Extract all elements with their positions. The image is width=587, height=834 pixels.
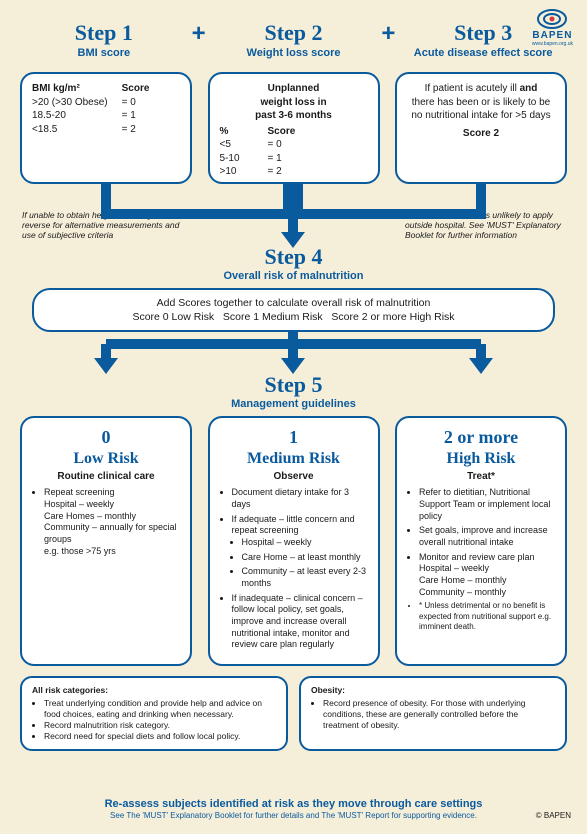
bottom-notes-row: All risk categories: Treat underlying co… (20, 676, 567, 751)
step3-card: If patient is acutely ill and there has … (395, 72, 567, 184)
steps-boxes-row: BMI kg/m²Score >20 (>30 Obese)= 0 18.5-2… (20, 72, 567, 184)
high-risk-bullets: Refer to dietitian, Nutritional Support … (407, 487, 555, 632)
all-risk-card: All risk categories: Treat underlying co… (20, 676, 288, 751)
step1-header: Step 1 BMI score (20, 20, 188, 59)
bmi-score-table: BMI kg/m²Score >20 (>30 Obese)= 0 18.5-2… (32, 82, 153, 136)
weightloss-score-table: %Score <5= 0 5-10= 1 >10= 2 (220, 125, 300, 179)
low-risk-card: 0 Low Risk Routine clinical care Repeat … (20, 416, 192, 666)
step1-card: BMI kg/m²Score >20 (>30 Obese)= 0 18.5-2… (20, 72, 192, 184)
step4-card: Add Scores together to calculate overall… (32, 288, 555, 332)
step3-header: Step 3 Acute disease effect score (399, 20, 567, 59)
copyright: © BAPEN (536, 811, 571, 820)
step5-header: Step 5 Management guidelines (0, 372, 587, 410)
obesity-card: Obesity: Record presence of obesity. For… (299, 676, 567, 751)
note-right: Acute disease effect is unlikely to appl… (405, 210, 565, 241)
plus-icon: + (377, 20, 399, 48)
step2-card: Unplanned weight loss in past 3-6 months… (208, 72, 380, 184)
low-risk-bullets: Repeat screeningHospital – weeklyCare Ho… (32, 487, 180, 557)
note-left: If unable to obtain height and weight, s… (22, 210, 182, 241)
guidelines-row: 0 Low Risk Routine clinical care Repeat … (20, 416, 567, 666)
high-risk-card: 2 or more High Risk Treat* Refer to diet… (395, 416, 567, 666)
plus-icon: + (188, 20, 210, 48)
medium-risk-card: 1 Medium Risk Observe Document dietary i… (208, 416, 380, 666)
medium-risk-bullets: Document dietary intake for 3 daysIf ade… (220, 487, 368, 651)
step2-header: Step 2 Weight loss score (210, 20, 378, 59)
step4-header: Step 4 Overall risk of malnutrition (0, 244, 587, 282)
steps-header-row: Step 1 BMI score + Step 2 Weight loss sc… (20, 20, 567, 59)
footer: Re-assess subjects identified at risk as… (0, 798, 587, 820)
